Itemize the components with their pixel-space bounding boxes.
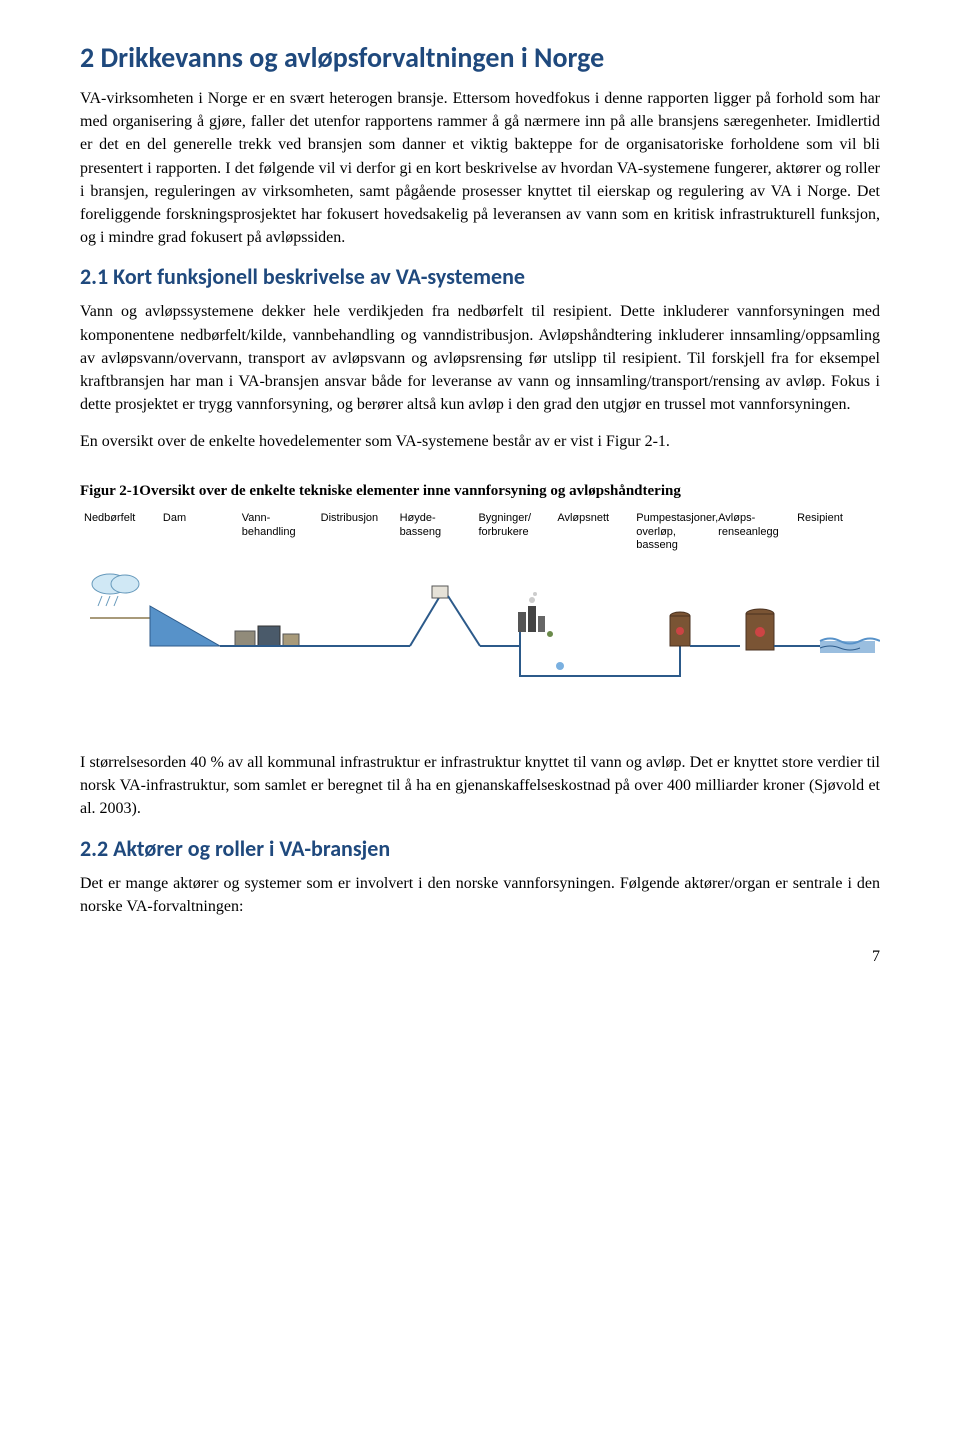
diagram-label-8: Avløps-renseanlegg: [718, 512, 797, 552]
sewage-plant-icon: [746, 609, 774, 650]
diagram-label-2: Vann-behandling: [242, 512, 321, 552]
subsection-heading-2-1: 2.1 Kort funksjonell beskrivelse av VA-s…: [80, 263, 880, 290]
diagram-svg: [80, 556, 880, 706]
cloud-icon: [92, 574, 139, 606]
diagram-label-3: Distribusjon: [321, 512, 400, 552]
paragraph-2-1-b: En oversikt over de enkelte hovedelement…: [80, 430, 880, 453]
diagram-label-5: Bygninger/forbrukere: [478, 512, 557, 552]
diagram-labels-row: Nedbørfelt Dam Vann-behandling Distribus…: [80, 512, 880, 552]
subsection-heading-2-2: 2.2 Aktører og roller i VA-bransjen: [80, 835, 880, 862]
paragraph-intro: VA-virksomheten i Norge er en svært hete…: [80, 87, 880, 249]
diagram-label-9: Resipient: [797, 512, 876, 552]
diagram-label-4: Høyde-basseng: [400, 512, 479, 552]
paragraph-2-2-a: Det er mange aktører og systemer som er …: [80, 872, 880, 918]
treatment-icon: [235, 626, 299, 646]
buildings-icon: [518, 592, 553, 646]
diagram-label-6: Avløpsnett: [557, 512, 636, 552]
water-tower-icon: [410, 586, 480, 646]
sewer-pipe: [520, 646, 660, 676]
recipient-icon: [820, 639, 880, 654]
section-heading-2: 2 Drikkevanns og avløpsforvaltningen i N…: [80, 40, 880, 75]
paragraph-2-1-c: I størrelsesorden 40 % av all kommunal i…: [80, 751, 880, 821]
page-number: 7: [80, 948, 880, 966]
paragraph-2-1-a: Vann og avløpssystemene dekker hele verd…: [80, 300, 880, 416]
diagram-label-0: Nedbørfelt: [84, 512, 163, 552]
diagram-label-7: Pumpestasjoner,overløp, basseng: [636, 512, 718, 552]
diagram-label-1: Dam: [163, 512, 242, 552]
pump-station-icon: [660, 612, 690, 676]
va-system-diagram: Nedbørfelt Dam Vann-behandling Distribus…: [80, 512, 880, 711]
dam-icon: [150, 606, 220, 646]
consumer-dot: [556, 662, 564, 670]
figure-caption-2-1: Figur 2-1Oversikt over de enkelte teknis…: [80, 483, 880, 500]
